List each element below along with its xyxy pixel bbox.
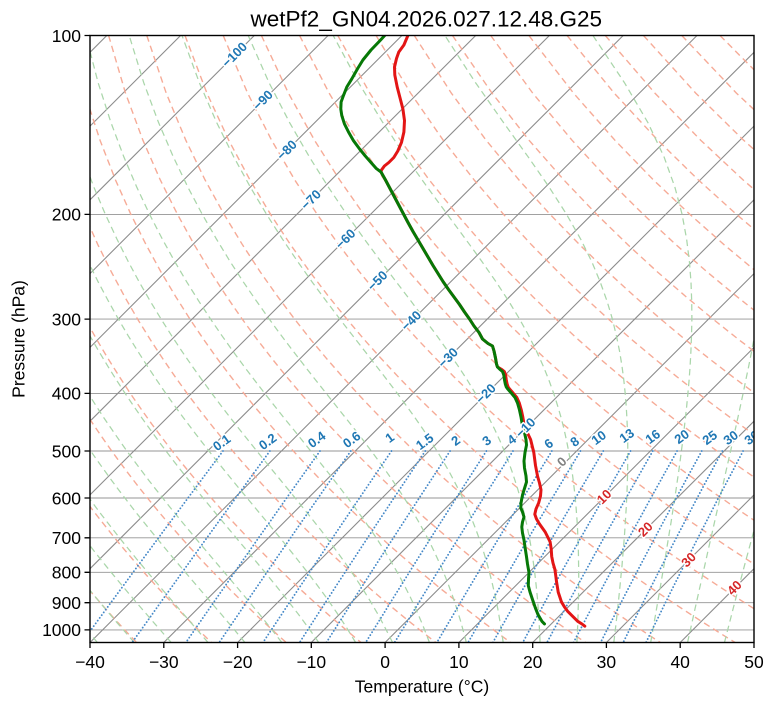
svg-text:700: 700 [52,528,81,548]
svg-text:−20: −20 [223,652,253,672]
svg-text:Pressure (hPa): Pressure (hPa) [9,280,29,398]
svg-text:50: 50 [744,652,764,672]
svg-text:100: 100 [52,26,81,46]
svg-text:Temperature (°C): Temperature (°C) [355,677,489,697]
svg-text:−30: −30 [149,652,179,672]
svg-text:400: 400 [52,384,81,404]
svg-text:40: 40 [670,652,690,672]
svg-text:200: 200 [52,205,81,225]
svg-text:20: 20 [523,652,543,672]
svg-text:10: 10 [449,652,469,672]
svg-text:−40: −40 [75,652,105,672]
svg-text:−10: −10 [296,652,326,672]
svg-text:wetPf2_GN04.2026.027.12.48.G25: wetPf2_GN04.2026.027.12.48.G25 [250,7,603,32]
svg-text:600: 600 [52,488,81,508]
svg-text:1000: 1000 [42,620,81,640]
svg-text:500: 500 [52,441,81,461]
svg-text:0: 0 [380,652,390,672]
svg-text:900: 900 [52,593,81,613]
svg-text:300: 300 [52,309,81,329]
svg-text:30: 30 [597,652,617,672]
svg-text:800: 800 [52,563,81,583]
